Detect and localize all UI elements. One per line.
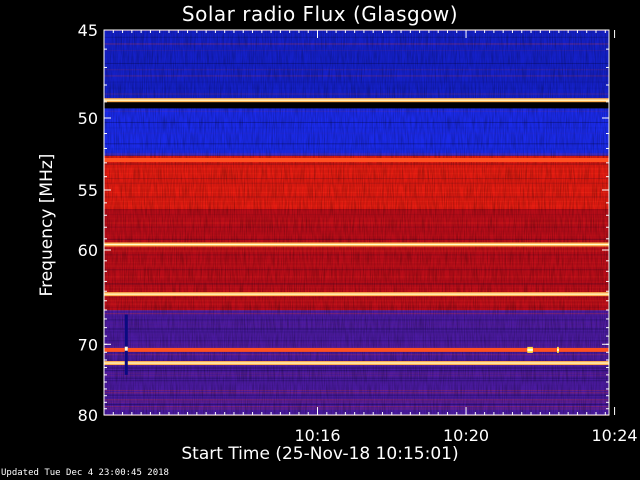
time-spike	[124, 314, 128, 375]
y-tick-label: 45	[78, 21, 98, 40]
y-tick-label: 55	[78, 181, 98, 200]
burst-core-1	[557, 348, 559, 352]
x-axis-label: Start Time (25-Nov-18 10:15:01)	[181, 444, 459, 464]
interference-line-4	[104, 347, 609, 352]
y-tick-label: 60	[78, 241, 98, 260]
plot-frame	[103, 29, 610, 416]
time-spike-peak	[124, 346, 128, 351]
chart-title: Solar radio Flux (Glasgow)	[181, 2, 459, 26]
x-tick-label: 10:20	[443, 426, 489, 445]
x-tick-label: 10:24	[592, 426, 638, 445]
interference-core-5	[104, 362, 609, 364]
y-tick-label: 80	[78, 406, 98, 425]
y-tick-label: 50	[78, 109, 98, 128]
interference-line-1	[104, 158, 609, 162]
noise-overlay	[104, 30, 609, 415]
interference-core-2	[104, 243, 609, 246]
y-tick-label: 70	[78, 335, 98, 354]
plot-area	[104, 30, 609, 416]
interference-core-0	[104, 99, 609, 101]
burst-core-0	[527, 348, 533, 352]
interference-core-3	[104, 293, 609, 295]
x-tick-label: 10:16	[294, 426, 340, 445]
update-timestamp: Updated Tue Dec 4 23:00:45 2018	[1, 468, 169, 478]
